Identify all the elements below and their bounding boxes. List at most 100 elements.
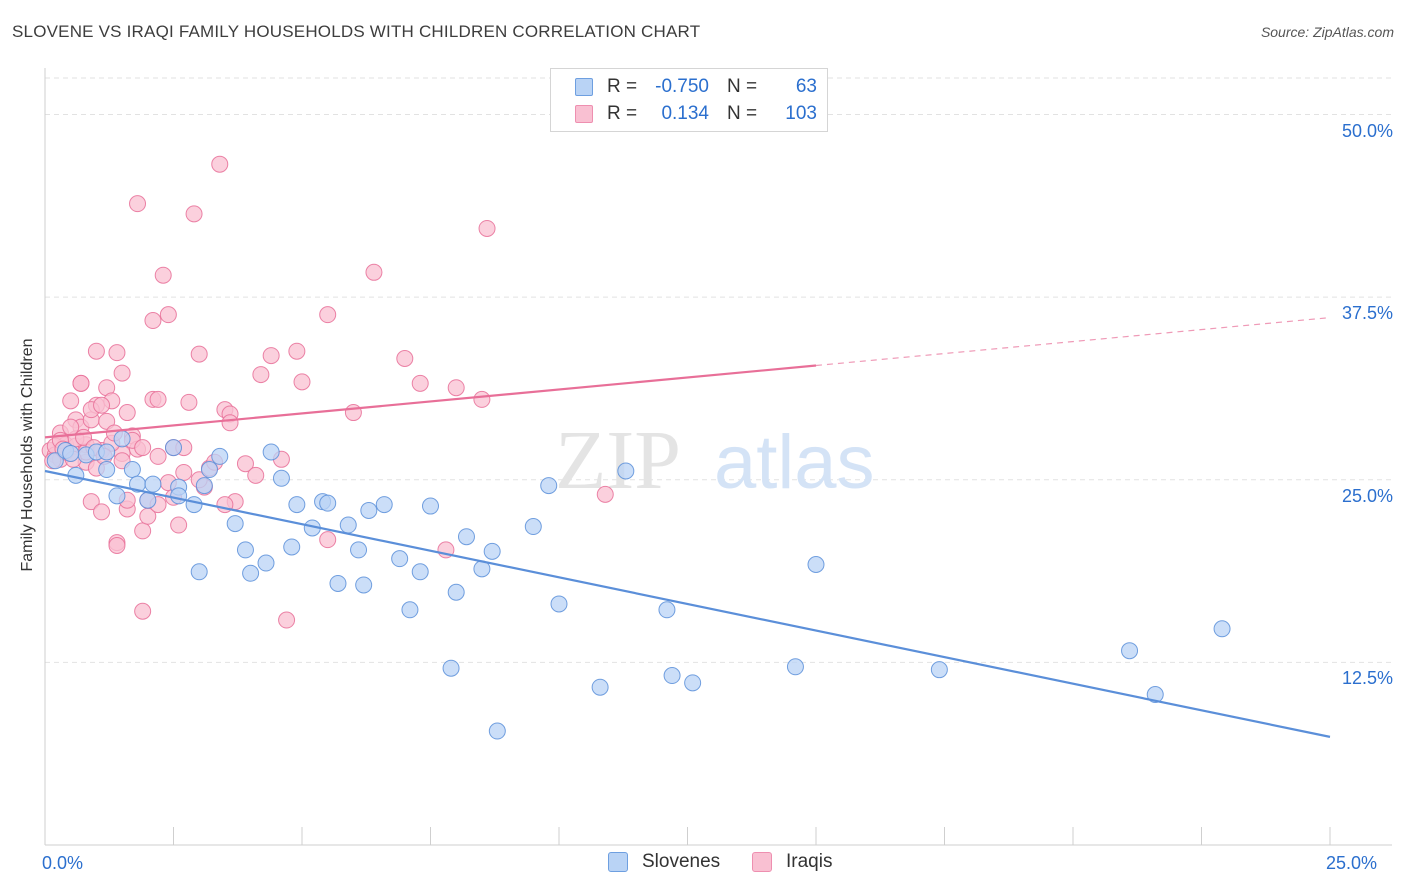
iraqis-point <box>149 447 167 465</box>
chart-source: Source: ZipAtlas.com <box>1260 24 1394 40</box>
iraqis-point <box>108 537 126 555</box>
iraqis-point <box>473 390 491 408</box>
slovenes-legend-swatch <box>608 852 628 872</box>
slovenes-point <box>391 550 409 568</box>
slovenes-point <box>488 722 506 740</box>
slovenes-point <box>540 477 558 495</box>
iraqis-point <box>144 312 162 330</box>
iraqis-point <box>62 392 80 410</box>
slovenes-series <box>46 430 1231 740</box>
iraqis-point <box>236 455 254 473</box>
iraqis-legend-swatch <box>752 852 772 872</box>
slovenes-point <box>195 477 213 495</box>
watermark-zip: ZIP <box>555 414 681 507</box>
y-axis-label: Family Households with Children <box>19 338 36 572</box>
iraqis-point <box>159 306 177 324</box>
iraqis-point <box>170 516 188 534</box>
iraqis-point <box>129 195 147 213</box>
n-label: N = <box>727 76 758 97</box>
iraqis-trendline-extension <box>815 316 1331 367</box>
slovenes-point <box>447 583 465 601</box>
iraqis-point <box>262 347 280 365</box>
y-tick-label: 25.0% <box>1341 485 1393 506</box>
slovenes-point <box>457 528 475 546</box>
slovenes-point <box>272 469 290 487</box>
slovenes-point <box>411 563 429 581</box>
slovenes-point <box>930 661 948 679</box>
iraqis-point <box>365 263 383 281</box>
legend-item-iraqis[interactable]: Iraqis <box>752 851 832 873</box>
y-tick-label: 37.5% <box>1341 303 1393 324</box>
iraqis-point <box>319 306 337 324</box>
legend-item-slovenes[interactable]: Slovenes <box>608 851 720 873</box>
iraqis-point <box>221 414 239 432</box>
iraqis-point <box>185 205 203 223</box>
n-value: 103 <box>785 103 817 124</box>
watermark: ZIP atlas <box>555 414 875 507</box>
slovenes-point <box>123 461 141 479</box>
slovenes-point <box>283 538 301 556</box>
slovenes-point <box>98 461 116 479</box>
iraqis-point <box>411 374 429 392</box>
slovenes-point <box>375 496 393 514</box>
iraqis-point <box>396 350 414 368</box>
iraqis-point <box>175 463 193 481</box>
legend-row-iraqis: R = 0.134 N = 103 <box>575 102 817 126</box>
slovenes-point <box>355 576 373 594</box>
n-label: N = <box>727 103 758 124</box>
slovenes-point <box>46 452 64 470</box>
slovenes-point <box>170 487 188 505</box>
slovenes-point <box>139 491 157 509</box>
iraqis-point <box>149 390 167 408</box>
iraqis-point <box>278 611 296 629</box>
slovenes-point <box>422 497 439 515</box>
series-legend: Slovenes Iraqis <box>0 851 1406 877</box>
slovenes-point <box>200 461 218 479</box>
iraqis-point <box>293 373 311 391</box>
slovenes-point <box>807 555 825 573</box>
r-label: R = <box>607 103 638 124</box>
slovenes-point <box>319 494 337 512</box>
slovenes-point <box>617 462 635 480</box>
iraqis-point <box>113 364 131 382</box>
slovenes-point <box>524 518 542 536</box>
slovenes-point <box>329 574 347 592</box>
slovenes-point <box>144 475 162 493</box>
iraqis-point <box>190 345 208 363</box>
iraqis-point <box>134 522 152 540</box>
slovenes-legend-label: Slovenes <box>642 851 721 872</box>
slovenes-point <box>591 678 609 696</box>
iraqis-point <box>252 366 270 384</box>
iraqis-point <box>82 493 100 511</box>
iraqis-point <box>180 393 198 411</box>
y-tick-label: 50.0% <box>1341 120 1393 141</box>
slovenes-point <box>108 487 126 505</box>
slovenes-point <box>684 674 702 692</box>
slovenes-point <box>98 443 116 461</box>
r-value: 0.134 <box>661 103 709 124</box>
slovenes-point <box>1121 642 1139 660</box>
r-label: R = <box>607 76 638 97</box>
y-tick-label: 12.5% <box>1341 668 1393 689</box>
slovenes-point <box>211 447 229 465</box>
slovenes-point <box>165 439 182 457</box>
slovenes-point <box>262 443 280 461</box>
slovenes-point <box>1213 620 1231 638</box>
slovenes-point <box>663 667 681 685</box>
iraqis-point <box>288 342 306 360</box>
slovenes-point <box>401 601 419 619</box>
iraqis-point <box>596 485 614 503</box>
slovenes-point <box>190 563 208 581</box>
iraqis-point <box>447 379 465 397</box>
iraqis-point <box>93 503 111 521</box>
slovenes-point <box>62 444 80 462</box>
trendlines <box>44 316 1331 738</box>
slovenes-point <box>226 515 244 533</box>
iraqis-point <box>134 439 152 457</box>
slovenes-point <box>288 496 306 514</box>
iraqis-point <box>247 466 265 484</box>
iraqis-swatch <box>575 105 593 123</box>
iraqis-point <box>72 374 90 392</box>
iraqis-point <box>108 344 126 362</box>
iraqis-point <box>93 396 111 414</box>
